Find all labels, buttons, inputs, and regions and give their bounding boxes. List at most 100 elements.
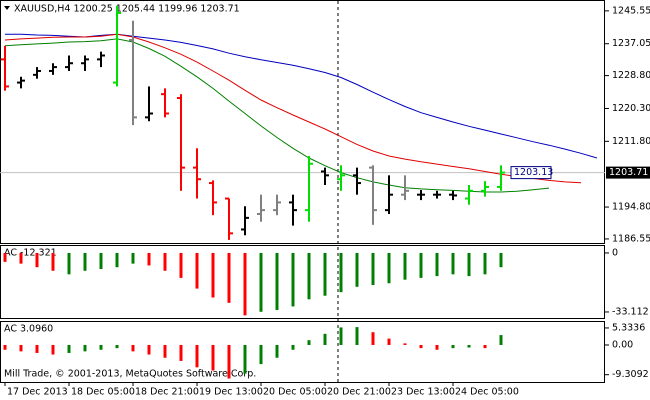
ac-bar	[211, 344, 215, 371]
y-tick-label: 5.3336	[612, 322, 645, 333]
ac-bar	[99, 252, 103, 269]
ac-bar	[51, 344, 55, 355]
marker-box	[510, 166, 552, 180]
ac-bar	[371, 332, 375, 345]
ac-label-1: AC -12.321	[4, 248, 57, 259]
y-tick-label: 1211.80	[612, 136, 650, 147]
ac-bar	[499, 335, 503, 345]
y-tick-label: 1228.80	[612, 70, 650, 81]
ac-bar	[451, 344, 455, 349]
moving-average	[5, 33, 598, 159]
ac-bar	[227, 252, 231, 303]
ac-bar	[483, 252, 487, 275]
ac-bar	[211, 252, 215, 298]
ac-bar	[419, 252, 423, 278]
ac-bar	[355, 327, 359, 345]
ac-bar	[259, 344, 263, 365]
ac-bar	[83, 344, 87, 352]
y-tick-label: 1186.55	[612, 233, 650, 244]
ac-bar	[275, 344, 279, 358]
ac-bar	[387, 338, 391, 345]
y-tick-label: -9.3092	[612, 369, 649, 380]
ac-bar	[67, 344, 71, 353]
ac-bar	[371, 252, 375, 286]
ac-bar	[131, 344, 135, 352]
ac-bar	[291, 344, 295, 350]
ac-bar	[99, 344, 103, 350]
ac-bar	[419, 344, 423, 349]
ac-bar	[483, 344, 487, 349]
y-tick-label: -33.112	[612, 306, 649, 317]
x-tick-label: 18 Dec 05:00	[71, 387, 135, 398]
ac-bar	[131, 252, 135, 264]
x-tick-label: 24 Dec 05:00	[455, 387, 519, 398]
y-tick-label: 1245.55	[612, 5, 650, 16]
y-tick-label: 1237.05	[612, 38, 650, 49]
copyright: Mill Trade, © 2001-2013, MetaQuotes Soft…	[4, 369, 256, 380]
ac-bar	[275, 252, 279, 310]
ac-bar	[19, 252, 23, 264]
current-price-box	[606, 166, 650, 179]
ac-bar	[83, 252, 87, 271]
main-panel	[0, 0, 605, 244]
ac-bar	[195, 344, 199, 368]
x-tick-label: 18 Dec 21:00	[135, 387, 199, 398]
ac-bar	[291, 252, 295, 307]
ac-bar	[3, 344, 7, 350]
ac-bar	[435, 344, 439, 350]
ac-bar	[451, 252, 455, 275]
ac-bar	[467, 252, 471, 277]
x-tick-label: 20 Dec 21:00	[327, 387, 391, 398]
ac-bar	[435, 252, 439, 277]
x-tick-label: 19 Dec 13:00	[199, 387, 263, 398]
ac-bar	[147, 252, 151, 266]
ac-label-2: AC 3.0960	[4, 324, 53, 335]
ac-bar	[163, 252, 167, 271]
ac-bar	[323, 333, 327, 345]
ac-bar	[51, 252, 55, 271]
ac-bar	[307, 252, 311, 300]
ac-bar	[403, 252, 407, 280]
current-price-label: 1203.71	[609, 167, 648, 178]
y-tick-label: 1220.30	[612, 103, 650, 114]
moving-average	[4, 38, 550, 193]
ac-bar	[179, 344, 183, 361]
menu-triangle	[4, 6, 10, 10]
ac-bar	[467, 344, 471, 348]
ac-panel-2	[0, 321, 605, 383]
ac-bar	[499, 252, 503, 268]
ac-bar	[35, 344, 39, 353]
x-tick-label: 23 Dec 13:00	[391, 387, 455, 398]
ac-bar	[115, 252, 119, 268]
symbol-header: XAUUSD,H4 1200.25 1205.44 1199.96 1203.7…	[14, 4, 240, 15]
y-tick-label: 0.00	[612, 339, 633, 350]
ac-bar	[339, 327, 343, 345]
ac-bar	[323, 252, 327, 296]
ac-bar	[259, 252, 263, 312]
ac-bar	[19, 344, 23, 352]
ac-bar	[243, 344, 247, 374]
y-tick-label: 0	[612, 247, 618, 258]
x-tick-label: 20 Dec 05:00	[263, 387, 327, 398]
ac-panel-1	[0, 245, 605, 319]
ac-bar	[355, 252, 359, 287]
marker-label: 1203.13	[514, 167, 553, 178]
ac-bar	[403, 343, 407, 345]
ac-bar	[307, 340, 311, 345]
ac-bar	[115, 344, 119, 349]
ac-bar	[195, 252, 199, 289]
y-tick-label: 1194.80	[612, 202, 650, 213]
ac-bar	[339, 252, 343, 293]
ac-bar	[387, 252, 391, 284]
moving-average	[4, 33, 582, 184]
ac-bar	[35, 252, 39, 268]
ac-bar	[67, 252, 71, 275]
ac-bar	[163, 344, 167, 358]
ac-bar	[3, 252, 7, 262]
ac-bar	[227, 344, 231, 379]
ac-bar	[243, 252, 247, 316]
x-tick-label: 17 Dec 2013	[7, 387, 68, 398]
ac-bar	[179, 252, 183, 278]
ac-bar	[147, 344, 151, 355]
